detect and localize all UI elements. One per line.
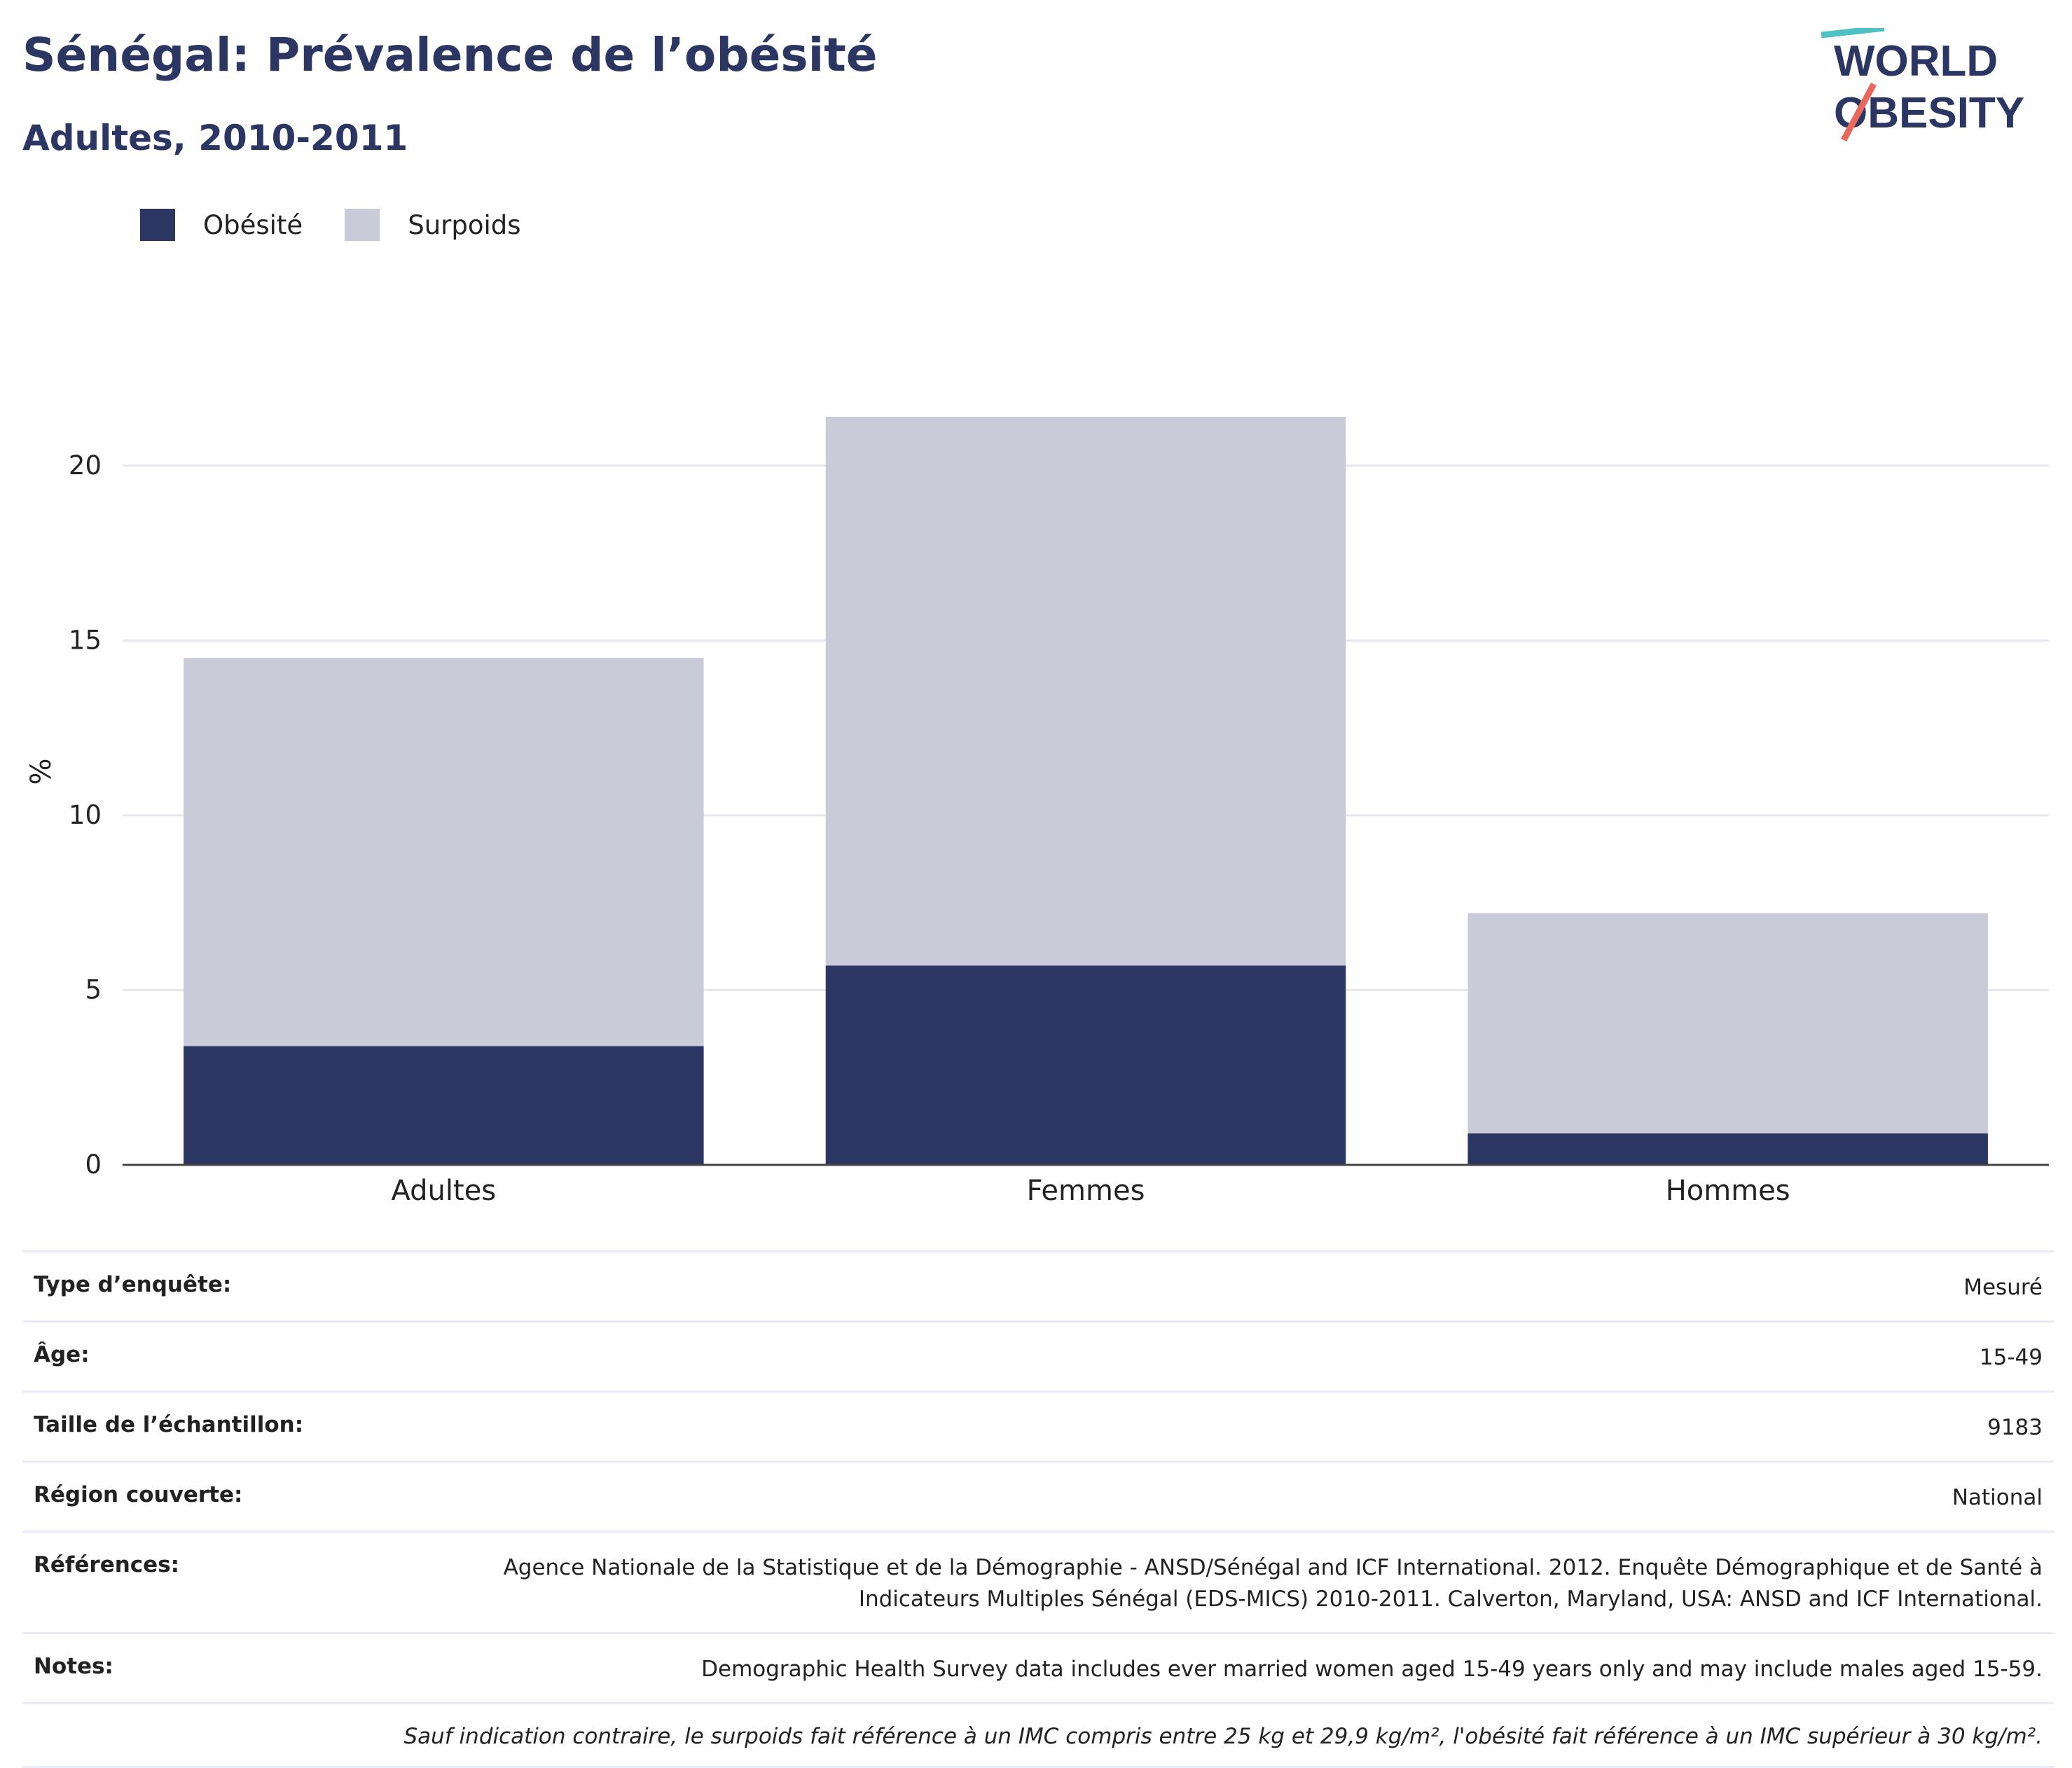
x-tick-label: Hommes [1666,1175,1790,1207]
detail-key: Âge: [34,1341,90,1367]
legend-swatch-obesite [140,209,175,241]
legend-label-surpoids: Surpoids [408,209,521,240]
legend-item-obesite: Obésité [140,209,303,241]
detail-value: National [1952,1484,2043,1510]
y-axis-label: % [25,758,57,785]
bar-obsit-hommes [1467,1133,1988,1165]
detail-value: Demographic Health Survey data includes … [701,1656,2043,1682]
table-row: Références: Agence Nationale de la Stati… [22,1530,2054,1632]
table-row: Taille de l’échantillon: 9183 [22,1390,2054,1460]
bar-surpoids-femmes [825,416,1346,966]
table-row: Âge: 15-49 [22,1320,2054,1390]
svg-text:OBESITY: OBESITY [1834,89,2024,137]
detail-value: 15-49 [1979,1344,2043,1370]
world-obesity-logo: WORLD OBESITY [1821,28,2024,142]
bar-obsit-adultes [184,1046,704,1165]
legend-item-surpoids: Surpoids [345,209,521,241]
x-tick-label: Adultes [392,1175,497,1207]
table-row: Notes: Demographic Health Survey data in… [22,1631,2054,1702]
chart-legend: Obésité Surpoids [140,209,563,241]
table-row: Région couverte: National [22,1460,2054,1531]
bar-surpoids-hommes [1467,913,1988,1134]
bar-chart: 0 5 10 15 20% Adultes Femmes Hommes [25,416,2049,1207]
y-tick-label: 20 [69,450,102,481]
y-tick-label: 5 [85,974,102,1004]
bar-surpoids-adultes [184,658,704,1047]
y-tick-label: 15 [69,625,102,655]
detail-key: Type d’enquête: [34,1272,232,1297]
page-title: Sénégal: Prévalence de l’obésité [22,28,878,82]
detail-value: 9183 [1987,1414,2043,1440]
page-subtitle: Adultes, 2010-2011 [22,118,408,158]
detail-key: Région couverte: [34,1482,243,1507]
footnote: Sauf indication contraire, le surpoids f… [403,1723,2043,1749]
table-row: Type d’enquête: Mesuré [22,1250,2054,1320]
detail-key: Références: [34,1552,180,1577]
detail-key: Notes: [34,1653,113,1679]
svg-text:WORLD: WORLD [1834,37,1998,85]
y-tick-label: 0 [85,1149,102,1180]
detail-key: Taille de l’échantillon: [34,1411,304,1437]
detail-value: Mesuré [1963,1275,2043,1300]
legend-label-obesite: Obésité [203,209,303,240]
legend-swatch-surpoids [345,209,380,241]
bar-obsit-femmes [825,965,1346,1165]
survey-details-table: Type d’enquête: Mesuré Âge: 15-49 Taille… [22,1250,2054,1768]
y-tick-label: 10 [69,800,102,830]
table-row: Sauf indication contraire, le surpoids f… [22,1701,2054,1768]
detail-value: Agence Nationale de la Statistique et de… [503,1554,2043,1612]
x-tick-label: Femmes [1027,1175,1145,1207]
